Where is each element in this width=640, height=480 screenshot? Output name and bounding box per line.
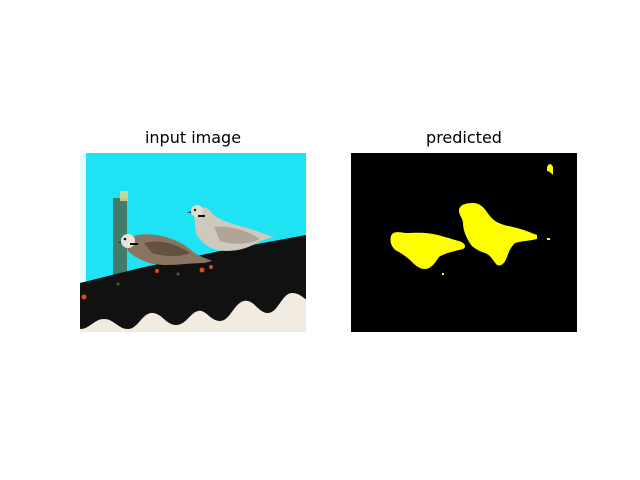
roof-edge-light — [80, 293, 306, 332]
predicted-mask — [351, 153, 577, 332]
right-dove — [187, 205, 274, 251]
input-image-panel — [80, 153, 306, 332]
mask-background — [351, 153, 577, 332]
left-dove — [117, 234, 212, 265]
mask-speck — [547, 164, 553, 175]
background-post — [113, 198, 127, 278]
predicted-mask-panel — [351, 153, 577, 332]
input-image — [80, 153, 306, 332]
mask-blob-right-dove — [459, 203, 537, 266]
predicted-title: predicted — [426, 128, 502, 147]
mask-blob-left-dove — [390, 232, 466, 269]
input-image-title: input image — [144, 128, 242, 147]
